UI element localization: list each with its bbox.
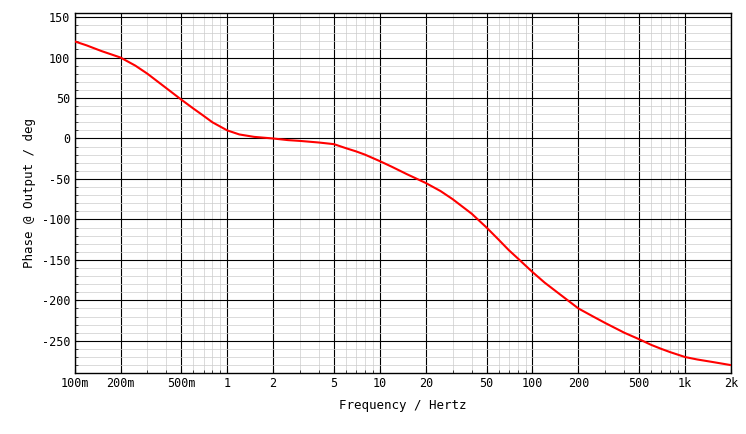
X-axis label: Frequency / Hertz: Frequency / Hertz (339, 399, 466, 412)
Y-axis label: Phase @ Output / deg: Phase @ Output / deg (23, 118, 37, 268)
